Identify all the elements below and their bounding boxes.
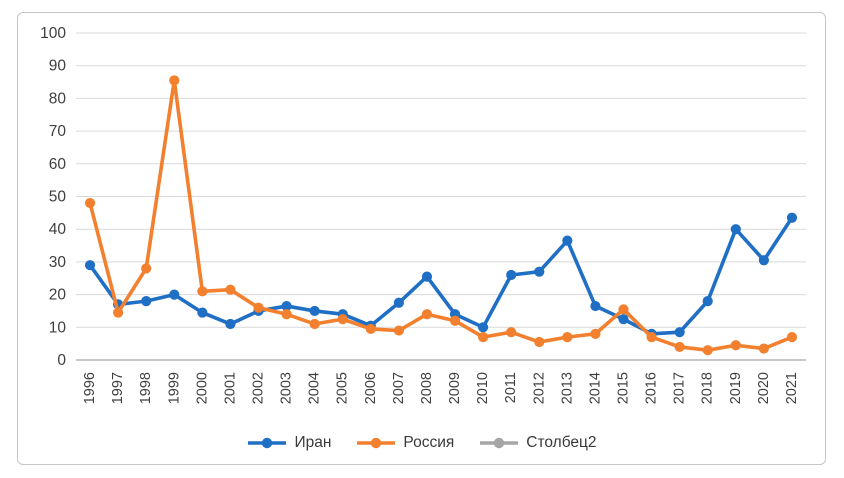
series-point[interactable]	[506, 269, 517, 281]
chart-legend: Иран Россия Столбец2	[18, 434, 825, 452]
legend-marker-line-icon	[248, 437, 287, 449]
series-point[interactable]	[449, 315, 461, 326]
series-point[interactable]	[534, 336, 545, 348]
y-axis-tick-label: 0	[57, 352, 66, 369]
series-point[interactable]	[113, 307, 124, 318]
series-point[interactable]	[562, 332, 573, 343]
series-point[interactable]	[730, 224, 741, 235]
series-point[interactable]	[225, 318, 236, 330]
series-point[interactable]	[786, 332, 798, 343]
series-point[interactable]	[141, 296, 152, 307]
y-axis-tick-label: 10	[49, 319, 67, 336]
series-point[interactable]	[478, 322, 489, 333]
legend-label-iran: Иран	[294, 434, 332, 451]
y-axis-tick-label: 90	[49, 58, 67, 75]
series-point[interactable]	[590, 328, 601, 339]
series-point[interactable]	[758, 255, 769, 266]
series-point[interactable]	[674, 341, 685, 353]
chart-frame[interactable]: 0 10 20 30 40 50 60 70 80 90 100 1996 1997 1998 1999 20…	[17, 12, 826, 465]
x-axis-tick-label: 2015	[616, 372, 632, 404]
series-point[interactable]	[618, 314, 629, 325]
series-point[interactable]	[702, 296, 713, 307]
series-point[interactable]	[169, 75, 180, 86]
series-point[interactable]	[758, 343, 769, 354]
y-axis-tick-label: 50	[49, 189, 67, 206]
x-axis-tick-label: 1999	[166, 372, 182, 404]
x-axis-tick-label: 2011	[503, 372, 519, 403]
series-point[interactable]	[618, 304, 629, 315]
series-point[interactable]	[674, 327, 685, 338]
x-axis-tick-label: 2017	[672, 372, 688, 404]
x-axis-tick-label: 2008	[419, 372, 435, 404]
y-axis-tick-label: 70	[49, 123, 67, 140]
series-point[interactable]	[84, 197, 96, 209]
legend-label-stolbec2: Столбец2	[526, 434, 597, 451]
x-axis-tick-label: 2006	[363, 372, 379, 404]
legend-marker-line-icon	[357, 437, 396, 449]
x-axis-tick-label: 2021	[784, 372, 800, 404]
x-axis-tick-label: 2010	[475, 372, 491, 404]
series-point[interactable]	[281, 300, 292, 312]
y-axis-tick-label: 100	[40, 25, 66, 42]
series-point[interactable]	[646, 332, 657, 343]
x-axis-tick-label: 1998	[138, 372, 154, 404]
y-axis-tick-label: 80	[49, 90, 67, 107]
series-point[interactable]	[421, 309, 433, 320]
series-point[interactable]	[365, 323, 376, 335]
series-point[interactable]	[534, 266, 545, 277]
series-point[interactable]	[590, 300, 601, 312]
x-axis-tick-label: 2000	[194, 372, 210, 404]
series-point[interactable]	[730, 340, 741, 351]
x-axis-tick-label: 2018	[700, 372, 716, 404]
y-axis-tick-label: 60	[49, 156, 67, 173]
series-point[interactable]	[478, 332, 489, 343]
x-axis-tick-label: 2013	[559, 372, 575, 404]
x-axis-tick-label: 2003	[279, 372, 295, 404]
series-point[interactable]	[309, 318, 320, 330]
x-axis-tick-label: 2019	[728, 372, 744, 404]
series-point[interactable]	[393, 297, 404, 308]
legend-label-russia: Россия	[403, 434, 455, 451]
series-point[interactable]	[786, 212, 798, 223]
series-point[interactable]	[169, 289, 180, 300]
series-point[interactable]	[393, 325, 404, 336]
x-axis-tick-label: 2004	[307, 372, 323, 404]
y-axis-tick-label: 30	[49, 254, 67, 271]
x-axis-tick-label: 2020	[756, 372, 772, 404]
x-axis-tick-label: 2009	[447, 372, 463, 404]
series-point[interactable]	[702, 345, 713, 356]
plot-area: 0 10 20 30 40 50 60 70 80 90 100 1996 1997 1998 1999 20…	[40, 25, 806, 404]
series-point[interactable]	[84, 260, 96, 271]
series-point[interactable]	[197, 307, 208, 318]
series-point[interactable]	[562, 235, 573, 246]
y-axis-tick-label: 20	[49, 287, 67, 304]
series-point[interactable]	[225, 284, 236, 295]
x-axis-tick-label: 2014	[587, 372, 603, 404]
x-axis-tick-label: 1997	[110, 372, 126, 404]
series-point[interactable]	[506, 327, 517, 338]
legend-item-stolbec2[interactable]: Столбец2	[478, 434, 597, 452]
y-axis-tick-label: 40	[49, 221, 67, 238]
series-point[interactable]	[421, 271, 433, 282]
series-point[interactable]	[337, 314, 348, 325]
series-point[interactable]	[253, 302, 264, 313]
x-axis-tick-label: 2001	[222, 372, 238, 404]
x-axis-tick-label: 2016	[644, 372, 660, 404]
legend-item-russia[interactable]: Россия	[355, 434, 454, 452]
x-axis-tick-label: 2012	[531, 372, 547, 404]
x-axis-tick-label: 1996	[82, 372, 98, 404]
x-axis-tick-label: 2002	[251, 372, 267, 404]
series-point[interactable]	[309, 305, 320, 317]
legend-item-iran[interactable]: Иран	[246, 434, 331, 452]
x-axis-tick-label: 2007	[391, 372, 407, 404]
series-point[interactable]	[141, 263, 152, 274]
series-point[interactable]	[281, 309, 292, 320]
x-axis-tick-label: 2005	[335, 372, 351, 404]
series-point[interactable]	[197, 286, 208, 297]
legend-marker-line-icon	[480, 437, 519, 449]
